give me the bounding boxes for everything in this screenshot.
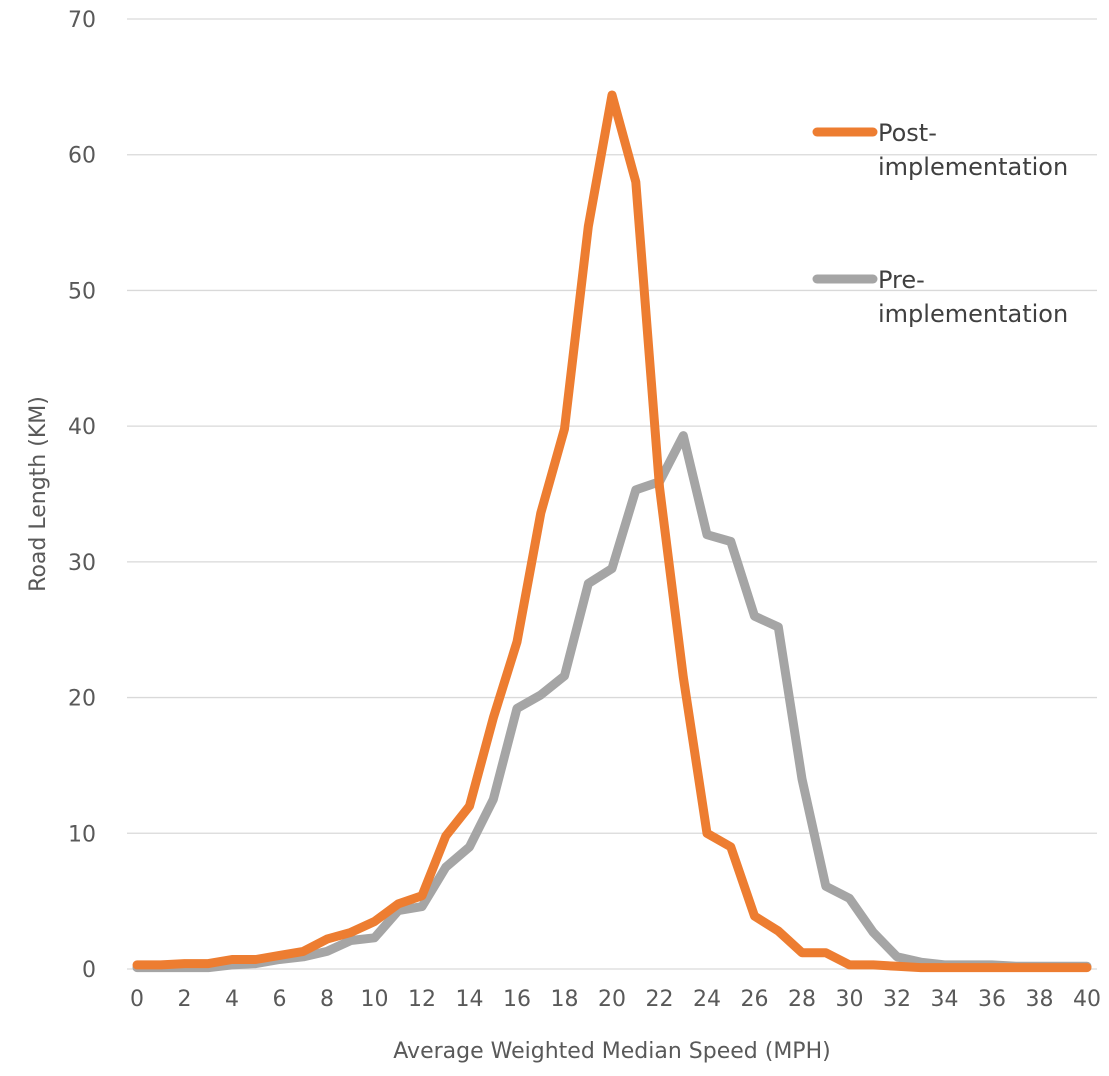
x-tick-label: 12 xyxy=(408,987,436,1012)
y-axis-title: Road Length (KM) xyxy=(26,396,51,592)
x-tick-label: 8 xyxy=(320,987,334,1012)
y-tick-label: 30 xyxy=(68,551,96,576)
y-tick-label: 0 xyxy=(82,958,96,983)
x-tick-label: 0 xyxy=(130,987,144,1012)
x-tick-label: 16 xyxy=(503,987,531,1012)
legend-label: implementation xyxy=(878,153,1068,181)
legend: Post-implementation Pre-implementation xyxy=(812,119,1068,328)
y-tick-label: 10 xyxy=(68,822,96,847)
x-tick-label: 20 xyxy=(598,987,626,1012)
x-axis-ticks: 0 2 4 6 8 10 12 14 16 18 20 22 24 26 28 30 32 34 36 38 40 xyxy=(130,987,1101,1012)
y-tick-label: 20 xyxy=(68,687,96,712)
x-tick-label: 22 xyxy=(646,987,674,1012)
legend-label: Post- xyxy=(878,119,937,147)
x-tick-label: 40 xyxy=(1073,987,1101,1012)
gridlines xyxy=(127,18,1097,970)
y-tick-label: 70 xyxy=(68,8,96,33)
x-tick-label: 14 xyxy=(456,987,484,1012)
y-tick-label: 50 xyxy=(68,279,96,304)
series-line-post-implementation xyxy=(132,90,1092,973)
y-tick-label: 60 xyxy=(68,144,96,169)
y-tick-label: 40 xyxy=(68,415,96,440)
x-tick-label: 32 xyxy=(883,987,911,1012)
x-tick-label: 30 xyxy=(836,987,864,1012)
x-tick-label: 18 xyxy=(551,987,579,1012)
x-tick-label: 38 xyxy=(1026,987,1054,1012)
x-tick-label: 4 xyxy=(225,987,239,1012)
x-tick-label: 24 xyxy=(693,987,721,1012)
x-tick-label: 6 xyxy=(273,987,287,1012)
legend-label: implementation xyxy=(878,300,1068,328)
x-tick-label: 26 xyxy=(741,987,769,1012)
legend-label: Pre- xyxy=(878,266,925,294)
x-tick-label: 10 xyxy=(361,987,389,1012)
x-tick-label: 28 xyxy=(788,987,816,1012)
x-tick-label: 36 xyxy=(978,987,1006,1012)
y-axis-ticks: 0 10 20 30 40 50 60 70 xyxy=(68,8,96,983)
series-line-pre-implementation xyxy=(132,431,1092,973)
x-tick-label: 2 xyxy=(178,987,192,1012)
series-lines xyxy=(132,90,1092,973)
x-tick-label: 34 xyxy=(931,987,959,1012)
x-axis-title: Average Weighted Median Speed (MPH) xyxy=(393,1039,830,1064)
